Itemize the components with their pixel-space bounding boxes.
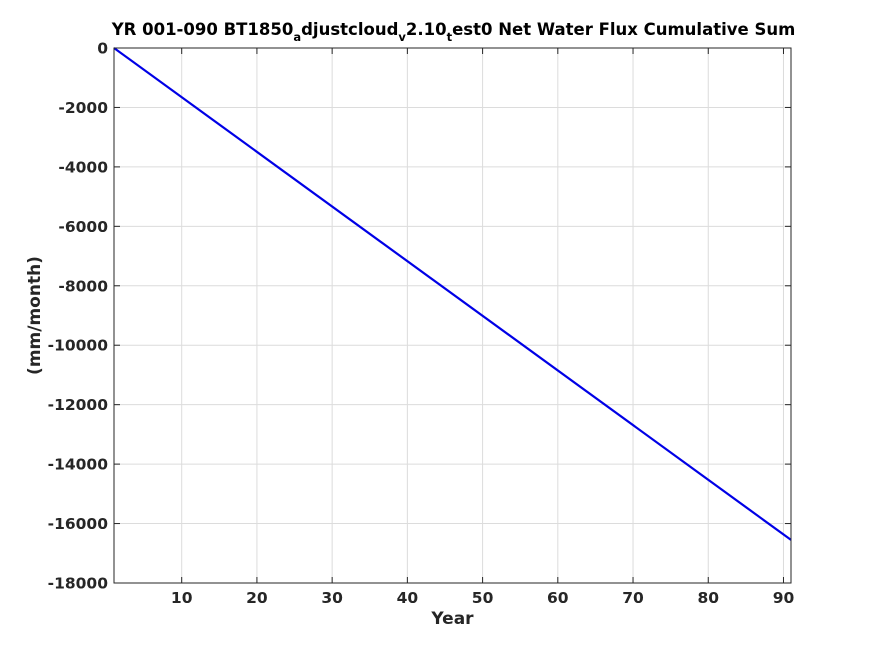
y-tick-label: -18000 xyxy=(48,575,109,593)
y-tick-label: -4000 xyxy=(58,158,108,176)
y-tick-label: -12000 xyxy=(48,396,109,414)
y-tick-label: -16000 xyxy=(48,515,109,533)
y-tick-label: -8000 xyxy=(58,277,108,295)
tick-marks xyxy=(114,47,791,584)
grid-lines xyxy=(114,47,791,584)
title-subscript: t xyxy=(447,30,453,44)
title-subscript: v xyxy=(398,30,406,44)
y-tick-label: 0 xyxy=(97,40,108,58)
title-segment: YR 001-090 BT1850 xyxy=(111,20,294,39)
title-segment: djustcloud xyxy=(301,20,398,39)
chart-title: YR 001-090 BT1850adjustcloudv2.10test0 N… xyxy=(111,20,796,44)
axes-box xyxy=(113,47,792,584)
x-tick-label: 40 xyxy=(397,589,419,607)
title-segment: est0 Net Water Flux Cumulative Sum xyxy=(452,20,795,39)
x-tick-label: 10 xyxy=(171,589,193,607)
x-tick-label: 60 xyxy=(547,589,569,607)
y-tick-label: -2000 xyxy=(58,99,108,117)
x-tick-label: 70 xyxy=(622,589,644,607)
x-tick-label: 20 xyxy=(246,589,268,607)
y-axis-label: (mm/month) xyxy=(25,256,45,375)
y-tick-labels: 0 -2000 -4000 -6000 -8000 -10000 -12000 -14000 -… xyxy=(48,40,109,593)
title-subscript: a xyxy=(293,30,301,44)
y-tick-label: -6000 xyxy=(58,218,108,236)
x-tick-label: 30 xyxy=(321,589,343,607)
x-tick-label: 50 xyxy=(472,589,494,607)
y-tick-label: -10000 xyxy=(48,337,109,355)
x-tick-label: 90 xyxy=(773,589,795,607)
y-tick-label: -14000 xyxy=(48,456,109,474)
x-tick-labels: 10 20 30 40 50 60 70 80 90 xyxy=(171,589,795,607)
x-axis-label: Year xyxy=(430,609,474,629)
plot-area-border xyxy=(113,47,792,584)
title-segment: 2.10 xyxy=(406,20,447,39)
x-tick-label: 80 xyxy=(697,589,719,607)
series-line xyxy=(113,47,792,541)
data-series-layer xyxy=(113,47,792,541)
